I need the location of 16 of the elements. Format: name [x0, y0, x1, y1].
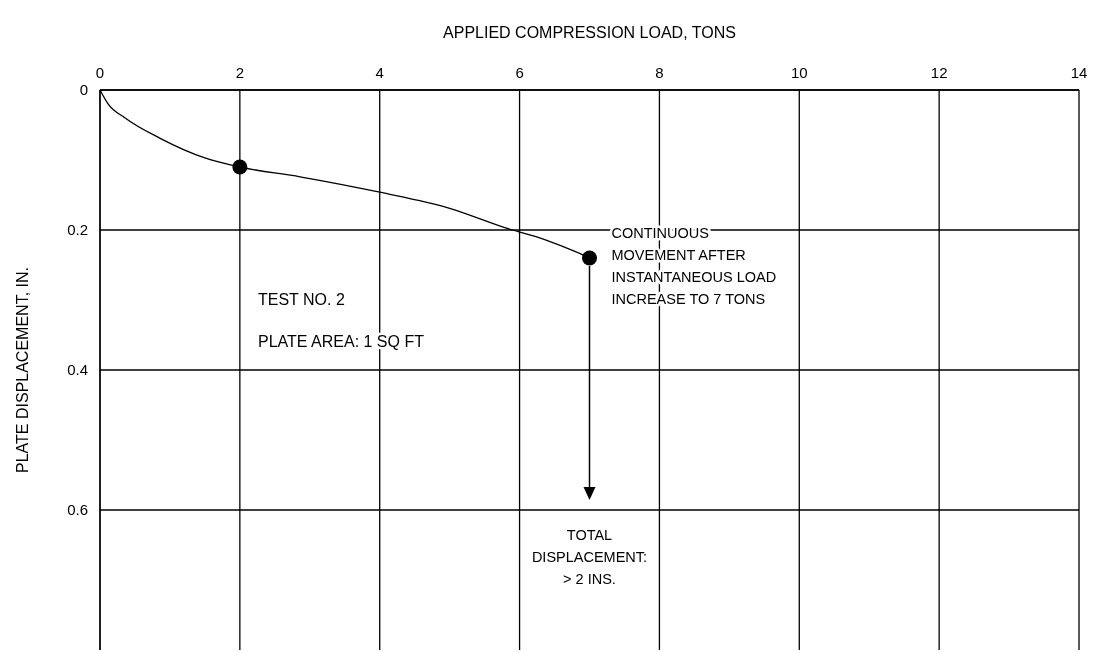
x-tick-label: 6 [515, 64, 524, 81]
y-tick-label: 0 [79, 81, 88, 98]
x-axis-title: APPLIED COMPRESSION LOAD, TONS [443, 24, 736, 41]
x-tick-label: 0 [95, 64, 105, 81]
x-tick-label: 2 [235, 64, 245, 81]
y-tick-label: 0.4 [67, 361, 88, 378]
x-tick-label: 10 [790, 64, 808, 81]
x-tick-label: 4 [375, 64, 384, 81]
x-tick-label: 14 [1070, 64, 1088, 81]
annotation: TOTAL DISPLACEMENT: > 2 INS. [531, 527, 648, 587]
y-tick-label: 0.2 [67, 221, 88, 238]
x-tick-label: 12 [930, 64, 948, 81]
y-tick-label: 0.6 [67, 501, 88, 518]
annotation: TEST NO. 2 [258, 291, 345, 308]
y-axis-title: PLATE DISPLACEMENT, IN. [14, 267, 31, 473]
x-tick-label: 8 [655, 64, 664, 81]
